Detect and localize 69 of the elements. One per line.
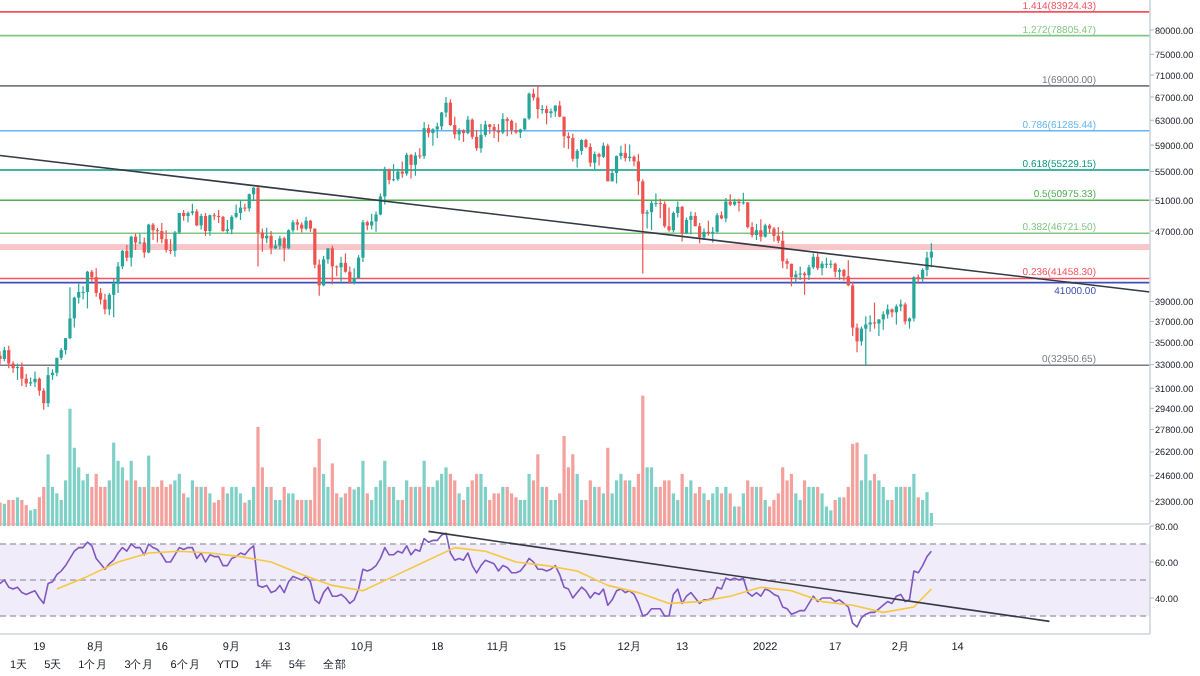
candlestick: [649, 200, 654, 231]
candlestick: [501, 112, 505, 135]
candlestick: [431, 127, 435, 147]
candlestick: [243, 203, 247, 213]
candlestick: [544, 104, 549, 126]
candlestick: [588, 142, 592, 168]
candlestick: [7, 345, 11, 369]
candlestick: [103, 293, 107, 315]
candlestick: [877, 318, 881, 337]
candlestick: [151, 222, 155, 241]
candlestick: [20, 361, 24, 387]
candlestick: [409, 153, 413, 180]
candlestick: [94, 267, 98, 298]
candlestick: [330, 245, 334, 286]
candlestick: [466, 115, 470, 135]
candlestick: [203, 212, 208, 237]
candlestick: [894, 303, 898, 326]
candlestick: [413, 151, 417, 177]
candlestick: [479, 123, 483, 154]
candlestick: [746, 201, 750, 230]
candlestick: [929, 242, 933, 268]
candlestick: [514, 122, 518, 135]
candlestick: [759, 218, 763, 243]
candlestick: [715, 212, 719, 235]
candlestick: [689, 210, 693, 235]
candlestick: [527, 91, 531, 121]
candlestick: [881, 310, 885, 331]
candlestick: [614, 154, 619, 185]
candlestick: [138, 232, 142, 245]
candlestick: [46, 366, 50, 408]
candlestick: [422, 121, 426, 160]
candlestick: [339, 256, 343, 285]
candlestick: [562, 116, 566, 149]
candlestick: [269, 230, 273, 255]
line-series: [0, 532, 933, 628]
candlestick: [505, 116, 509, 137]
candlestick: [903, 301, 907, 326]
candlestick: [492, 123, 496, 139]
candlestick: [593, 150, 597, 171]
candlestick: [606, 143, 610, 182]
candlestick: [680, 205, 684, 243]
candlestick: [33, 371, 37, 388]
candlestick: [85, 270, 90, 309]
candlestick: [256, 185, 260, 267]
candlestick: [698, 222, 702, 244]
line-series: [56, 546, 933, 614]
candlestick: [549, 107, 553, 119]
candlestick: [164, 229, 168, 254]
candlestick: [405, 152, 409, 177]
candlestick: [129, 235, 133, 267]
candlestick: [186, 210, 190, 223]
candlestick: [142, 236, 146, 259]
candlestick: [571, 133, 575, 163]
candlestick: [872, 301, 877, 330]
candlestick: [286, 228, 291, 250]
candlestick: [671, 210, 675, 234]
candlestick: [147, 223, 151, 254]
candlestick: [645, 209, 649, 230]
candlestick: [597, 152, 601, 167]
candlestick: [667, 207, 671, 233]
candlestick: [864, 315, 868, 366]
candlestick: [282, 236, 286, 262]
candlestick: [321, 255, 326, 287]
candlestick: [663, 201, 667, 229]
candlestick: [912, 275, 916, 323]
candlestick: [820, 260, 824, 276]
candlestick: [890, 307, 894, 318]
candlestick: [208, 213, 212, 237]
candlestick: [925, 251, 929, 277]
